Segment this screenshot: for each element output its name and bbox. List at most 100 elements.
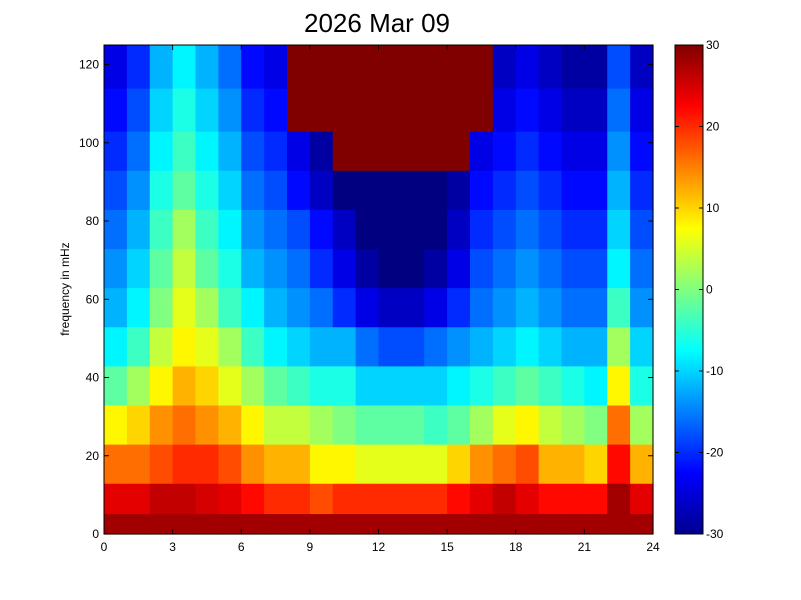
heatmap-cell bbox=[492, 209, 517, 250]
heatmap-cell bbox=[492, 131, 517, 171]
heatmap-cell bbox=[264, 209, 288, 250]
heatmap-cell bbox=[447, 513, 471, 535]
heatmap-cell bbox=[126, 483, 151, 515]
heatmap-cell bbox=[309, 404, 334, 445]
heatmap-cell bbox=[561, 248, 585, 289]
colorbar-tick-label: -30 bbox=[706, 527, 724, 541]
heatmap-cell bbox=[470, 483, 494, 515]
heatmap-cell bbox=[447, 131, 471, 171]
heatmap-cell bbox=[104, 326, 128, 367]
heatmap-cell bbox=[561, 209, 585, 250]
heatmap-cell bbox=[218, 404, 242, 445]
heatmap-cell bbox=[104, 444, 128, 484]
heatmap-cell bbox=[126, 170, 151, 210]
heatmap-cell bbox=[447, 248, 471, 289]
heatmap-cell bbox=[470, 170, 494, 210]
y-tick-label: 120 bbox=[79, 58, 99, 72]
heatmap-cell bbox=[355, 444, 380, 484]
heatmap-cell bbox=[492, 483, 517, 515]
heatmap-cell bbox=[470, 287, 494, 328]
heatmap-cell bbox=[424, 45, 448, 89]
heatmap-cell bbox=[630, 483, 654, 515]
x-tick-label: 12 bbox=[372, 540, 386, 554]
heatmap-cell bbox=[218, 513, 242, 535]
heatmap-cell bbox=[447, 287, 471, 328]
heatmap-cell bbox=[515, 209, 540, 250]
heatmap-cell bbox=[561, 131, 585, 171]
heatmap-cell bbox=[424, 513, 448, 535]
heatmap-cell bbox=[241, 45, 265, 89]
heatmap-cell bbox=[287, 483, 311, 515]
heatmap-cell bbox=[401, 287, 425, 328]
heatmap-cell bbox=[172, 326, 197, 367]
heatmap-cell bbox=[195, 170, 219, 210]
heatmap-cell bbox=[401, 88, 425, 132]
heatmap-cell bbox=[172, 248, 197, 289]
heatmap-cell bbox=[332, 326, 357, 367]
heatmap-cell bbox=[241, 513, 265, 535]
heatmap-cell bbox=[309, 365, 334, 406]
y-tick-label: 20 bbox=[86, 449, 100, 463]
heatmap-cell bbox=[332, 209, 357, 250]
heatmap-cell bbox=[264, 444, 288, 484]
colorbar-tick-label: 30 bbox=[706, 38, 720, 52]
heatmap-cell bbox=[104, 248, 128, 289]
heatmap-cell bbox=[607, 209, 631, 250]
heatmap-cell bbox=[447, 326, 471, 367]
x-tick-label: 6 bbox=[238, 540, 245, 554]
heatmap-cell bbox=[515, 248, 540, 289]
heatmap-cell bbox=[104, 131, 128, 171]
colorbar-tick-label: -10 bbox=[706, 364, 724, 378]
heatmap-cell bbox=[607, 483, 631, 515]
heatmap-cell bbox=[470, 131, 494, 171]
heatmap-cell bbox=[424, 404, 448, 445]
heatmap-cell bbox=[172, 365, 197, 406]
heatmap-cell bbox=[309, 483, 334, 515]
heatmap-cell bbox=[104, 45, 128, 89]
heatmap-cell bbox=[584, 248, 608, 289]
heatmap-cell bbox=[287, 45, 311, 89]
heatmap-cell bbox=[584, 365, 608, 406]
heatmap-cell bbox=[355, 170, 380, 210]
heatmap-cell bbox=[630, 444, 654, 484]
heatmap-cell bbox=[104, 365, 128, 406]
heatmap-cell bbox=[264, 131, 288, 171]
heatmap-cell bbox=[195, 209, 219, 250]
y-tick-label: 100 bbox=[79, 136, 99, 150]
heatmap-cell bbox=[332, 365, 357, 406]
heatmap-cell bbox=[584, 88, 608, 132]
heatmap-cell bbox=[309, 444, 334, 484]
heatmap-cell bbox=[378, 287, 402, 328]
heatmap-cell bbox=[149, 444, 174, 484]
heatmap-cell bbox=[104, 483, 128, 515]
heatmap-cell bbox=[447, 483, 471, 515]
heatmap-cell bbox=[515, 365, 540, 406]
colorbar-tick-label: 0 bbox=[706, 283, 713, 297]
heatmap-cell bbox=[607, 365, 631, 406]
heatmap-cell bbox=[447, 209, 471, 250]
heatmap-cell bbox=[355, 513, 380, 535]
heatmap-cell bbox=[241, 404, 265, 445]
heatmap-cell bbox=[218, 365, 242, 406]
heatmap-cell bbox=[607, 513, 631, 535]
heatmap-cell bbox=[126, 88, 151, 132]
heatmap-cell bbox=[195, 131, 219, 171]
heatmap-cell bbox=[149, 45, 174, 89]
heatmap-cell bbox=[264, 404, 288, 445]
heatmap-cell bbox=[195, 444, 219, 484]
heatmap-cells bbox=[104, 45, 654, 535]
heatmap-cell bbox=[470, 513, 494, 535]
y-axis-ticks: 0 20 40 60 80 100 120 bbox=[79, 58, 653, 541]
heatmap-cell bbox=[355, 287, 380, 328]
heatmap-cell bbox=[492, 513, 517, 535]
heatmap-cell bbox=[607, 404, 631, 445]
heatmap-cell bbox=[149, 248, 174, 289]
heatmap-cell bbox=[470, 404, 494, 445]
y-tick-label: 80 bbox=[86, 214, 100, 228]
x-tick-label: 21 bbox=[578, 540, 592, 554]
heatmap-cell bbox=[332, 287, 357, 328]
heatmap-cell bbox=[630, 365, 654, 406]
heatmap-cell bbox=[104, 88, 128, 132]
heatmap-cell bbox=[287, 131, 311, 171]
